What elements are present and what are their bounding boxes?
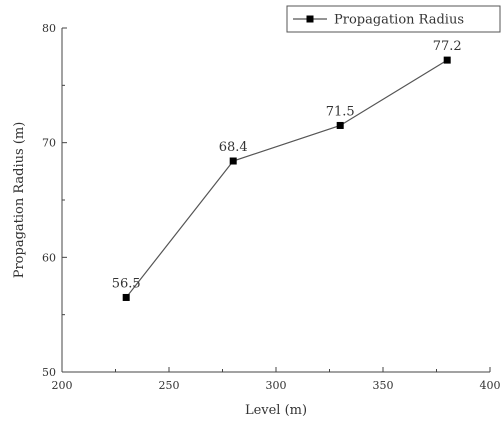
data-point <box>229 157 237 165</box>
series-layer <box>122 56 451 301</box>
x-tick-label: 250 <box>159 379 180 392</box>
series-line <box>125 59 448 298</box>
x-tick-label: 300 <box>266 379 287 392</box>
data-label: 77.2 <box>433 39 462 54</box>
x-tick-label: 350 <box>373 379 394 392</box>
data-label: 56.5 <box>112 276 141 291</box>
y-tick-label: 80 <box>42 22 56 35</box>
y-tick-label: 50 <box>42 366 56 379</box>
x-axis-title: Level (m) <box>245 403 307 418</box>
y-tick-label: 70 <box>42 137 56 150</box>
y-axis-title: Propagation Radius (m) <box>12 122 27 279</box>
legend: Propagation Radius <box>286 5 501 33</box>
legend-box <box>286 5 501 33</box>
data-point <box>122 293 130 301</box>
data-labels: 56.5 68.4 71.5 77.2 <box>112 39 462 291</box>
legend-label: Propagation Radius <box>334 13 464 28</box>
y-tick-label: 60 <box>42 251 56 264</box>
axes: 200 250 300 350 400 50 60 70 80 Level (m) Propagat… <box>12 22 501 418</box>
legend-marker <box>306 15 314 23</box>
data-point <box>336 121 344 129</box>
data-label: 71.5 <box>326 104 355 119</box>
data-label: 68.4 <box>219 140 248 155</box>
data-point <box>443 56 451 64</box>
x-tick-label: 200 <box>52 379 73 392</box>
x-tick-label: 400 <box>480 379 501 392</box>
